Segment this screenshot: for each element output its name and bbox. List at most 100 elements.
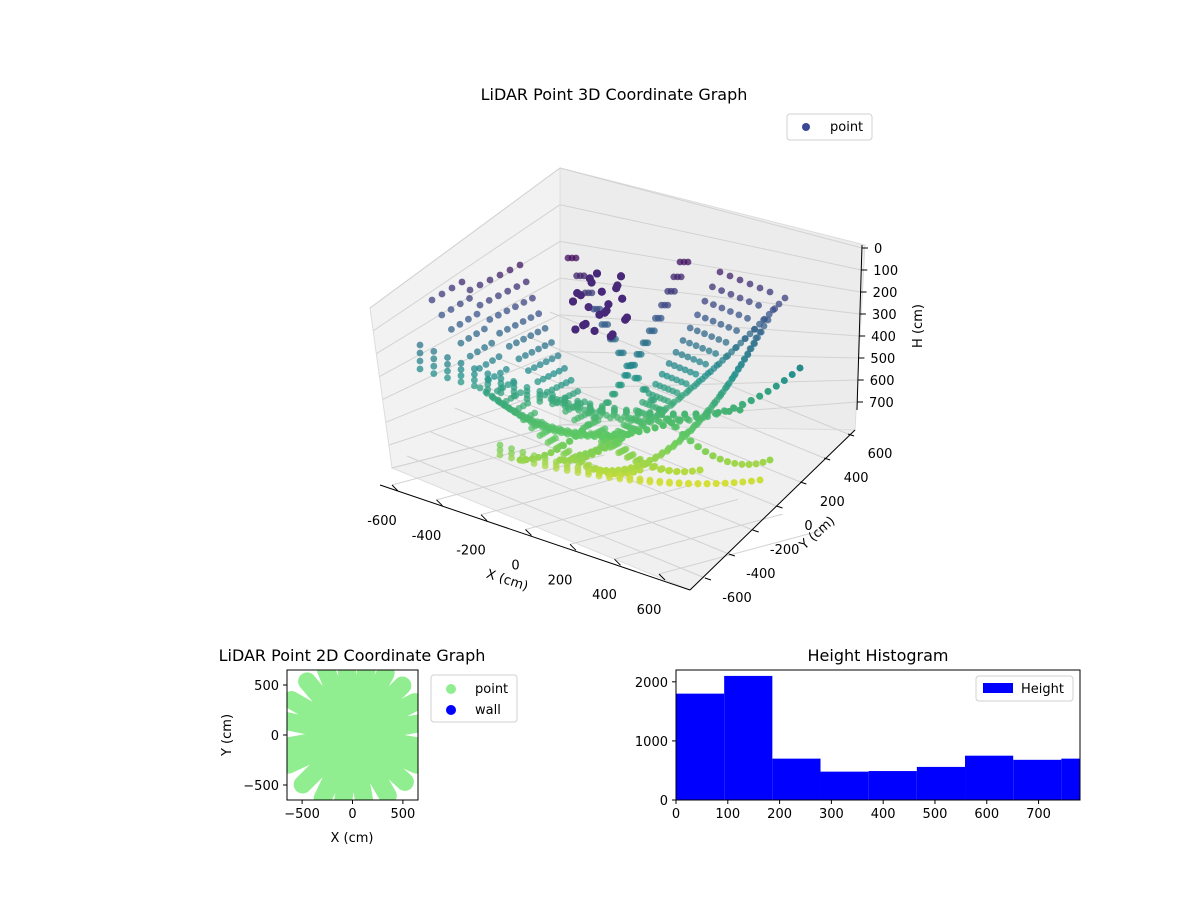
- chart3d-ztick-label: 600: [870, 374, 895, 389]
- chart3d-point: [495, 292, 502, 300]
- chart3d-xtick-label: 0: [511, 559, 519, 574]
- chart3d-point: [448, 326, 455, 333]
- chart3d-point: [551, 427, 559, 435]
- chart3d-point: [502, 366, 510, 373]
- chart3d-point: [715, 336, 723, 343]
- chart3d-point: [574, 388, 582, 395]
- chart3d-point: [474, 348, 481, 356]
- chart3d-point: [744, 314, 751, 322]
- chart3d-point: [722, 408, 729, 415]
- chart3d-point: [533, 421, 541, 429]
- chart3d-point: [588, 289, 596, 297]
- chart3d-point: [484, 380, 492, 388]
- chart3d-point: [430, 370, 438, 377]
- chart3d-point: [709, 452, 717, 460]
- chart3d-xtick-label: -600: [367, 514, 397, 529]
- chart3d-point: [746, 280, 754, 288]
- chart3d-point: [555, 367, 563, 375]
- chart3d-point: [447, 306, 455, 313]
- chart3d-point: [457, 378, 465, 386]
- chart3d-point: [646, 411, 654, 418]
- hist-xtick-label: 100: [715, 807, 740, 822]
- chart3d-point: [557, 429, 565, 437]
- chart3d-grid-line: [372, 204, 561, 332]
- chart3d-point: [561, 365, 568, 372]
- chart3d-point: [602, 306, 611, 315]
- hist-bar: [965, 755, 1014, 800]
- chart3d-point: [571, 456, 579, 464]
- chart3d-point: [666, 480, 673, 487]
- chart3d-xtick-mark: [436, 499, 443, 507]
- chart3d-point: [709, 317, 717, 325]
- chart3d-point: [738, 460, 746, 468]
- chart3d-point: [626, 476, 634, 484]
- chart3d-point: [416, 357, 424, 365]
- chart3d-point: [723, 383, 730, 391]
- chart3d-point: [448, 284, 456, 292]
- chart3d-point: [466, 352, 474, 360]
- chart3d-legend-box: [786, 113, 873, 141]
- chart3d-point: [541, 325, 549, 332]
- chart2d-point-core: [318, 701, 387, 769]
- chart3d-point: [690, 382, 698, 390]
- chart3d-xtick-label: -400: [412, 529, 442, 544]
- chart3d-ytick-mark: [752, 529, 759, 533]
- chart3d-ztick-label: 100: [873, 264, 898, 279]
- chart3d-grid-line: [525, 335, 825, 459]
- chart3d-point: [476, 281, 484, 289]
- chart3d-point: [764, 388, 772, 395]
- chart3d-point: [581, 398, 588, 406]
- chart3d-point: [481, 325, 488, 333]
- chart3d-point: [541, 391, 549, 399]
- chart3d-point: [569, 297, 577, 306]
- chart3d-point: [617, 416, 625, 423]
- chart3d-point: [702, 360, 709, 368]
- chart3d-point: [476, 301, 484, 309]
- chart3d-point: [695, 443, 703, 451]
- chart3d-point: [658, 301, 665, 309]
- hist-bar: [772, 758, 821, 800]
- chart3d-point: [536, 398, 544, 405]
- chart3d-point: [528, 348, 536, 356]
- chart3d-point: [715, 360, 723, 368]
- chart3d-point: [687, 437, 695, 445]
- chart3d-ytick-label: 600: [868, 447, 893, 462]
- chart3d-point: [773, 382, 780, 390]
- chart3d-point: [515, 355, 523, 363]
- chart2d-ticks: −500 0 500 −500 0 500: [243, 679, 415, 822]
- chart3d-point: [496, 329, 503, 337]
- hist-bars: [676, 675, 1080, 800]
- chart3d-point: [710, 301, 717, 308]
- chart3d-point: [766, 288, 774, 296]
- chart3d-point-series: [416, 254, 804, 488]
- chart3d-point: [652, 314, 659, 322]
- chart3d-grid-line: [559, 204, 862, 271]
- chart3d-point: [613, 432, 620, 439]
- chart3d-point: [497, 380, 505, 387]
- chart3d-point: [727, 308, 734, 315]
- chart3d-ytick-mark: [847, 433, 855, 437]
- chart3d-point: [756, 328, 764, 336]
- chart3d-point: [428, 296, 436, 304]
- chart3d-point: [616, 475, 624, 483]
- chart3d-point: [620, 431, 628, 438]
- chart3d-point: [796, 364, 804, 372]
- chart3d-point: [696, 358, 703, 366]
- chart3d-point: [606, 332, 615, 341]
- chart3d-point: [519, 457, 527, 465]
- chart3d-point: [731, 405, 738, 412]
- chart2d-legend: point wall: [430, 674, 518, 723]
- chart3d-back-wall-right: [559, 167, 866, 431]
- chart3d-xtick-label: 200: [548, 573, 573, 588]
- chart3d-point: [511, 408, 518, 416]
- chart3d-point: [552, 434, 559, 442]
- chart3d-point: [598, 433, 606, 440]
- chart3d-point: [701, 297, 709, 305]
- chart3d-point: [690, 356, 698, 363]
- chart3d-point: [688, 467, 696, 475]
- chart3d-point: [673, 423, 680, 431]
- hist-bar: [724, 675, 773, 800]
- chart3d-point: [673, 468, 681, 475]
- chart3d-point: [675, 438, 683, 446]
- chart3d-ytick-mark: [704, 577, 712, 581]
